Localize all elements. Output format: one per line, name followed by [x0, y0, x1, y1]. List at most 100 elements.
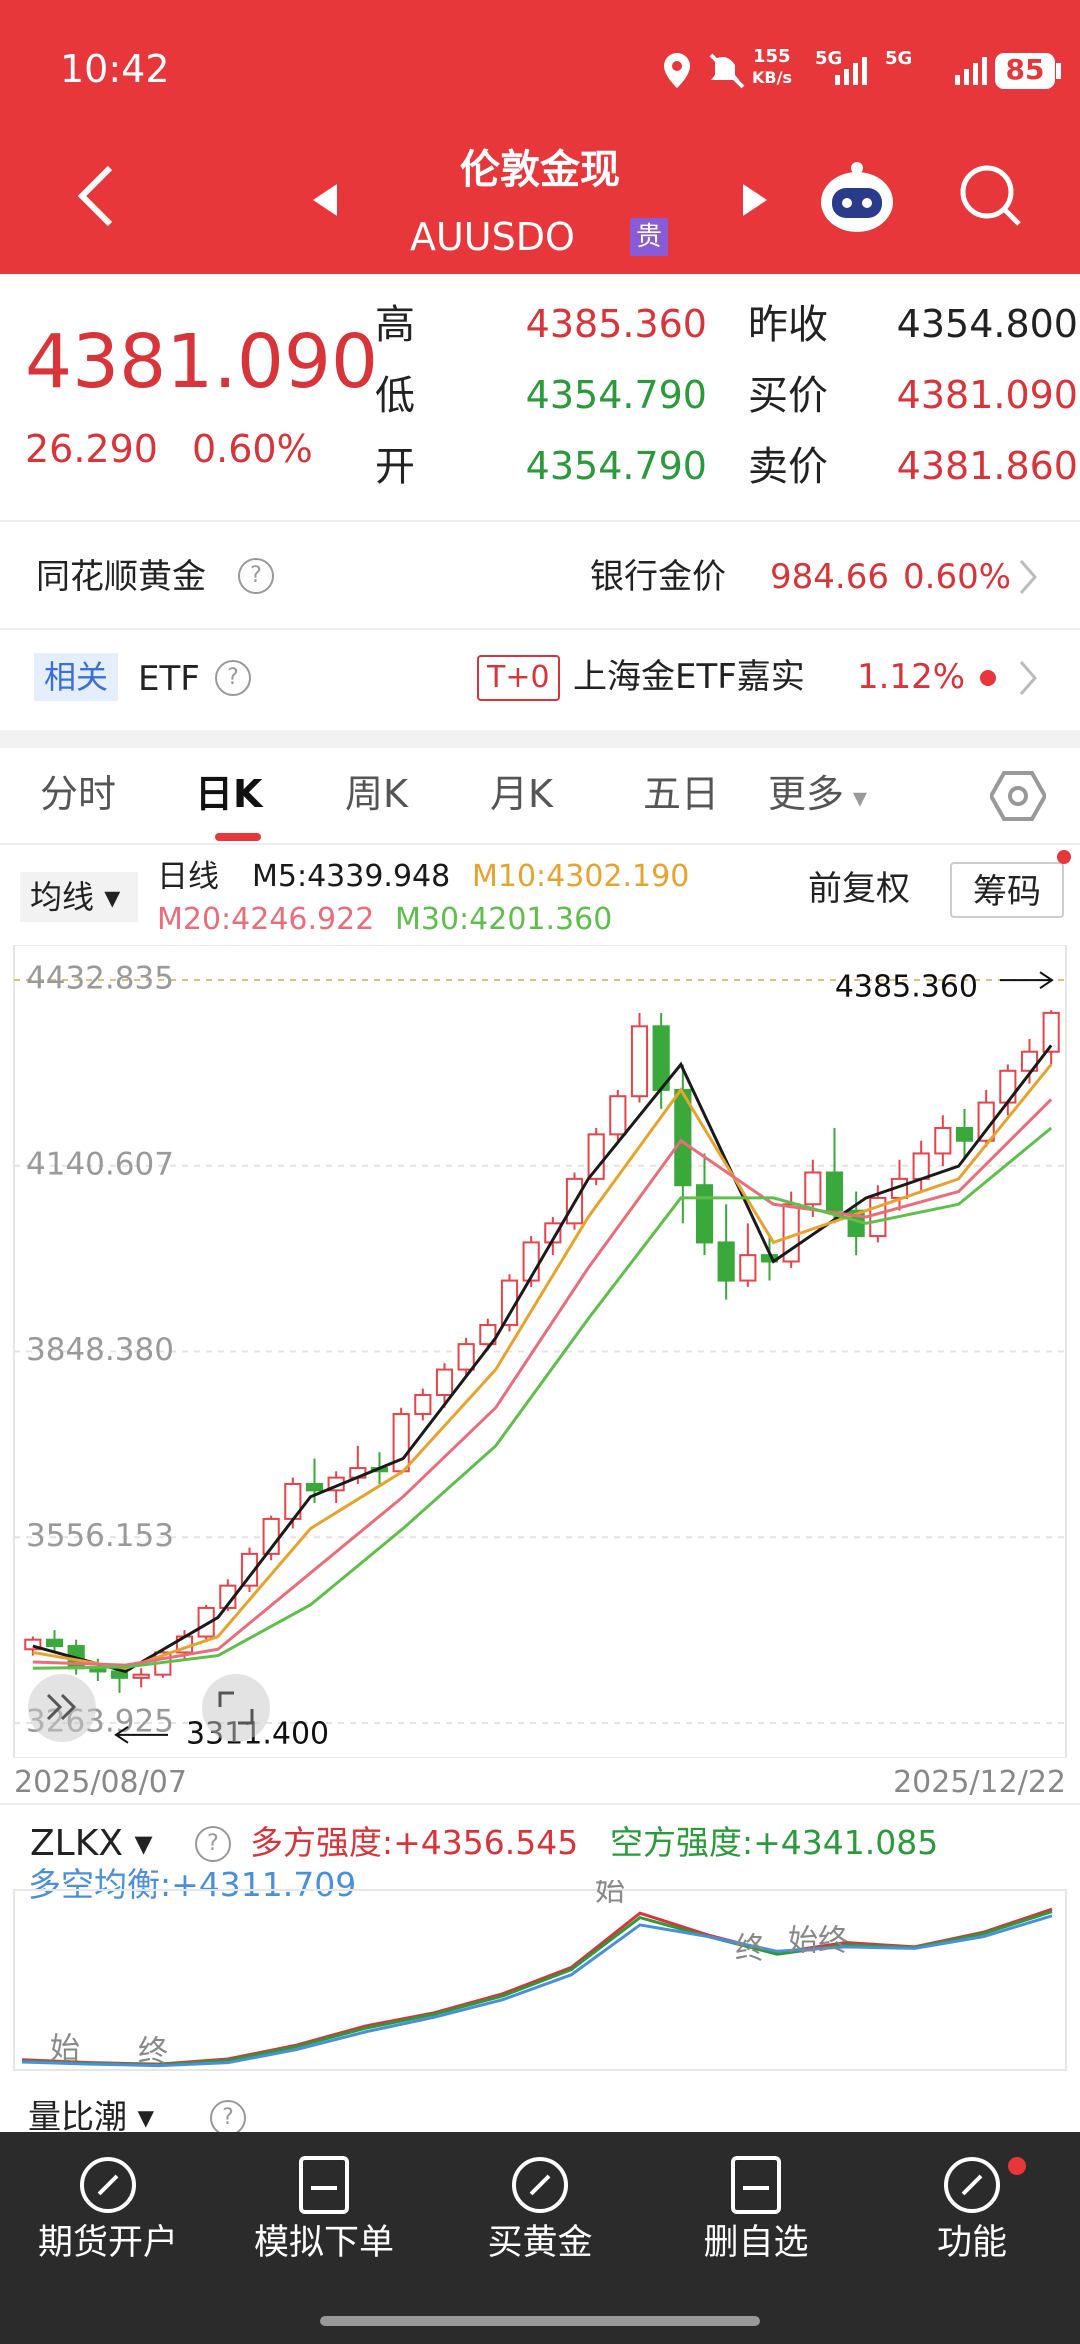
tab[interactable]: 分时 — [40, 772, 117, 816]
candle-body — [955, 1127, 974, 1142]
nav-icon[interactable] — [937, 2150, 1007, 2220]
gap — [0, 730, 1080, 748]
x-start: 2025/08/07 — [14, 1765, 187, 1800]
help-icon[interactable]: ? — [215, 660, 251, 696]
field-value: 4354.790 — [525, 373, 707, 417]
nav-icon[interactable] — [721, 2150, 791, 2220]
net-speed: 155 — [753, 46, 791, 67]
balance: 多空均衡:+4311.709 — [28, 1865, 357, 1904]
bottom-nav — [0, 2132, 1080, 2344]
arrow — [114, 1726, 168, 1744]
expand-button — [28, 1674, 96, 1742]
candle-body — [435, 1368, 454, 1396]
network: 5G — [885, 48, 913, 69]
prev-button[interactable] — [305, 180, 345, 220]
candle-body — [414, 1393, 432, 1416]
candle-body — [305, 1482, 324, 1492]
help-icon[interactable]: ? — [195, 1826, 231, 1862]
field-value: 4385.360 — [525, 302, 707, 346]
tab[interactable]: 五日 — [643, 772, 720, 816]
dot — [980, 670, 996, 686]
candle-body — [630, 1025, 649, 1098]
expand-icon — [46, 1693, 77, 1721]
field-label: 高 — [375, 302, 415, 348]
field-value: 4354.800 — [896, 302, 1078, 346]
dot — [1008, 2157, 1026, 2175]
signal-note: 终 — [138, 2035, 168, 2070]
period: 日线 — [157, 859, 219, 895]
candle-body — [934, 1127, 952, 1155]
ma-selector-text: 均线 — [30, 878, 95, 916]
candle-body — [24, 1638, 42, 1651]
caret: ▾ — [844, 781, 867, 814]
field-label: 低 — [375, 373, 415, 419]
divider — [0, 520, 1080, 522]
nav-icon[interactable] — [73, 2150, 143, 2220]
signal-note: 终 — [735, 1932, 765, 1967]
candle-body — [674, 1088, 692, 1187]
back-button[interactable] — [70, 160, 130, 230]
candle-body — [609, 1095, 627, 1136]
tab[interactable]: 周K — [345, 772, 408, 816]
settings-button[interactable] — [990, 770, 1046, 822]
ma-selector[interactable]: 均线 ▾ — [20, 872, 138, 922]
bank-pct: 0.60% — [903, 557, 1012, 597]
ma-line — [32, 1126, 1053, 1670]
candle-body — [825, 1171, 844, 1212]
bank-label: 银行金价 — [590, 557, 726, 597]
field-label: 昨收 — [748, 302, 828, 348]
help-icon[interactable]: ? — [210, 2100, 246, 2136]
nav-icon[interactable] — [289, 2150, 359, 2220]
tab-indicator — [215, 833, 261, 841]
nav-label[interactable]: 买黄金 — [487, 2223, 593, 2263]
help-icon[interactable]: ? — [238, 558, 274, 594]
nav-label[interactable]: 功能 — [936, 2223, 1007, 2263]
nav-label[interactable]: 期货开户 — [37, 2223, 178, 2263]
indicator-line — [21, 1914, 1053, 2068]
nav-icon[interactable] — [505, 2150, 575, 2220]
indicator2-name[interactable]: 量比潮 ▾ — [28, 2097, 155, 2136]
next-button[interactable] — [735, 180, 775, 220]
field-label: 开 — [375, 444, 415, 490]
plot-frame — [13, 1889, 1067, 2071]
status-icons — [664, 53, 1061, 89]
last-price: 4381.090 — [25, 319, 379, 405]
bank-price: 984.66 — [770, 557, 889, 597]
candle-body — [240, 1552, 259, 1587]
tab[interactable]: 月K — [490, 772, 553, 816]
etf-pct: 1.12% — [857, 657, 966, 697]
field-value: 4354.790 — [525, 444, 707, 488]
change: 26.290 — [25, 427, 158, 471]
clock: 10:42 — [60, 47, 170, 91]
y-tick-label: 4432.835 — [26, 961, 174, 997]
ma-line — [32, 1044, 1053, 1674]
ma-line — [32, 1063, 1053, 1670]
chip-button[interactable]: 筹码 — [950, 862, 1064, 918]
indicator-name[interactable]: ZLKX ▾ — [30, 1823, 153, 1864]
high-label: 4385.360 — [835, 970, 978, 1005]
signal-note: 始终 — [788, 1924, 848, 1959]
indicator2-name-text: 量比潮 — [28, 2097, 127, 2136]
search-button[interactable] — [955, 160, 1025, 230]
adjust[interactable]: 前复权 — [808, 869, 910, 909]
nav-label[interactable]: 删自选 — [703, 2223, 809, 2263]
nav-label[interactable]: 模拟下单 — [253, 2223, 394, 2263]
candle-body — [132, 1673, 150, 1679]
chevron[interactable] — [1015, 555, 1045, 599]
signal-note: 始 — [50, 2032, 80, 2067]
candle-body — [739, 1254, 757, 1282]
candle-body — [587, 1133, 605, 1180]
fullscreen-icon — [218, 1691, 254, 1725]
chevron[interactable] — [1015, 656, 1045, 700]
t0-tag: T+0 — [477, 655, 560, 701]
ma-line — [32, 1098, 1053, 1667]
ma5: M5:4339.948 — [252, 859, 451, 894]
tab[interactable]: 日K — [195, 772, 263, 816]
robot-button[interactable] — [812, 158, 902, 238]
candle-body — [110, 1670, 129, 1679]
candle-body — [999, 1069, 1017, 1104]
tab[interactable]: 更多 ▾ — [768, 772, 867, 816]
ma30: M30:4201.360 — [395, 902, 613, 937]
net-speed-unit: KB/s — [752, 68, 792, 87]
